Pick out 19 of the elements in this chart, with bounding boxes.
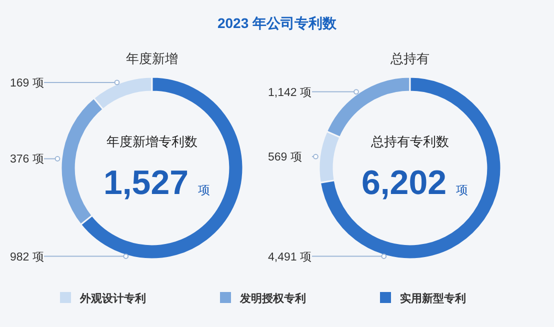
- text: 项: [198, 183, 210, 197]
- legend-label: 发明授权专利: [239, 292, 306, 305]
- data-label: 169 项: [10, 76, 44, 90]
- data-label: 569 项: [268, 150, 302, 164]
- text: 6,202: [361, 164, 447, 202]
- chart-subtitle: 总持有: [390, 51, 430, 66]
- data-label: 1,142 项: [268, 86, 312, 99]
- text: 1,527: [103, 164, 189, 202]
- data-label: 982 项: [10, 250, 44, 264]
- chart-subtitle: 年度新增: [126, 51, 178, 66]
- text: 项: [456, 183, 468, 197]
- data-label: 376 项: [10, 152, 44, 166]
- text: 总持有专利数: [370, 134, 449, 149]
- data-label: 4,491 项: [268, 250, 312, 264]
- chart-title: 2023 年公司专利数: [217, 15, 338, 31]
- donut-slice: [319, 76, 502, 260]
- legend-label: 外观设计专利: [79, 292, 146, 305]
- legend-label: 实用新型专利: [400, 292, 466, 305]
- text: 年度新增专利数: [106, 134, 198, 149]
